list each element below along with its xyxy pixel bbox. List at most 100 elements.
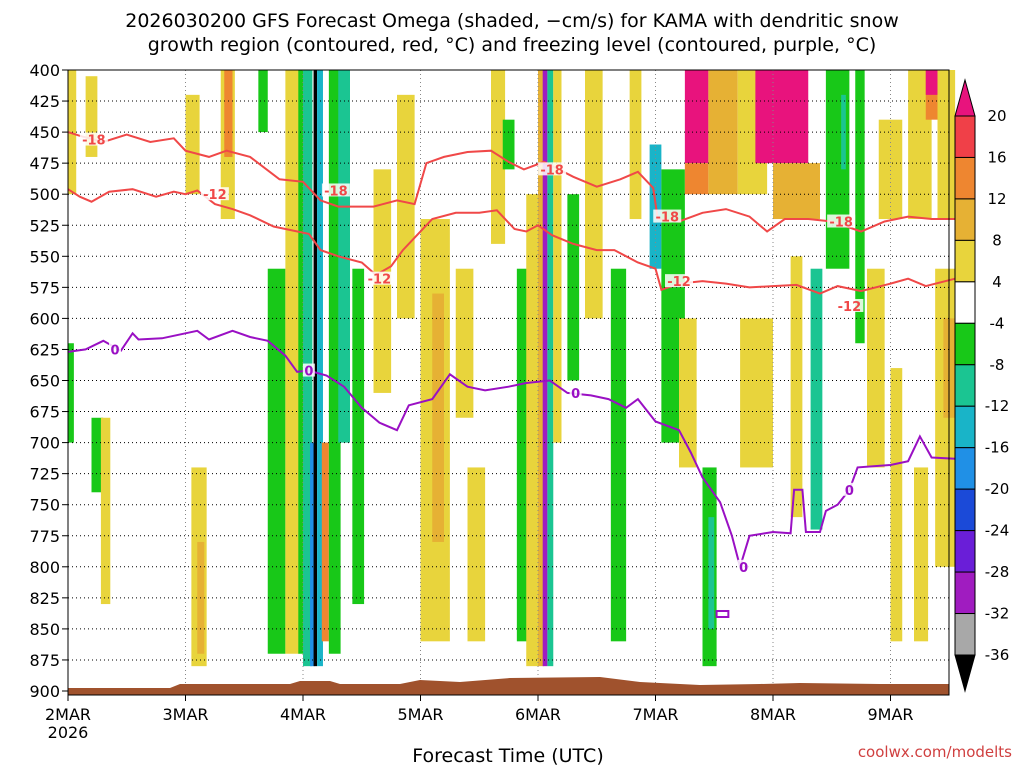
- x-tick-label: 2MAR: [45, 705, 91, 724]
- chart-title-line-1: 2026030200 GFS Forecast Omega (shaded, −…: [125, 10, 899, 32]
- y-tick-label: 525: [29, 216, 60, 235]
- colorbar-bin: [954, 239, 976, 283]
- colorbar-label: 12: [987, 190, 1006, 208]
- omega-cell-57: [867, 268, 885, 468]
- contour-label-bg: [827, 214, 856, 228]
- colorbar-label: 16: [987, 148, 1006, 166]
- omega-cell-52: [790, 256, 803, 518]
- omega-cell-49: [755, 70, 809, 164]
- omega-cell-15: [310, 442, 315, 667]
- contour-label-bg: [79, 132, 108, 146]
- colorbar-bin: [954, 405, 976, 449]
- y-tick-label: 900: [29, 682, 60, 701]
- omega-cell-55: [841, 94, 846, 170]
- omega-cell-45: [684, 70, 709, 164]
- contour-label: -12: [203, 188, 227, 203]
- colorbar-label: -20: [985, 480, 1010, 498]
- colorbar: 20 16 12 8 4 -4 -8 -12 -16 -20 -24 -28 -32 -36: [954, 78, 1010, 693]
- freezing-level-small-contour: [715, 609, 730, 618]
- omega-cell-42: [679, 318, 697, 468]
- omega-cell-33: [542, 70, 548, 667]
- omega-cell-1: [68, 343, 74, 443]
- omega-cell-51: [740, 318, 773, 468]
- y-tick-label: 650: [29, 372, 60, 391]
- y-tick-label: 575: [29, 278, 60, 297]
- contour-label-bg: [569, 385, 582, 399]
- y-tick-label: 850: [29, 620, 60, 639]
- colorbar-bottom-arrow: [954, 654, 976, 693]
- colorbar-bin: [954, 364, 976, 407]
- y-tick-label: 725: [29, 465, 60, 484]
- contour-label: -12: [667, 275, 691, 290]
- colorbar-label: -8: [990, 356, 1005, 374]
- x-tick-label: 8MAR: [750, 705, 796, 724]
- omega-cell-50: [773, 163, 820, 220]
- contour-label: -12: [368, 273, 392, 288]
- omega-cell-63: [925, 70, 938, 95]
- omega-cell-21: [352, 268, 365, 605]
- colorbar-label: 20: [987, 107, 1006, 125]
- omega-cell-30: [516, 268, 529, 642]
- y-tick-label: 625: [29, 340, 60, 359]
- contour-label: 0: [110, 343, 119, 358]
- contour-label: -18: [82, 134, 106, 149]
- colorbar-bin: [954, 281, 976, 324]
- omega-cell-34: [547, 70, 554, 667]
- y-tick-label: 400: [29, 61, 60, 80]
- y-tick-label: 450: [29, 123, 60, 142]
- omega-cell-61: [914, 467, 929, 642]
- y-tick-label: 825: [29, 589, 60, 608]
- omega-cell-37: [585, 70, 603, 319]
- contour-label: 0: [571, 387, 580, 402]
- omega-cell-46: [684, 163, 709, 195]
- dotted-grid: [68, 70, 949, 691]
- x-tick-label: 5MAR: [397, 705, 443, 724]
- contour-label-bg: [538, 162, 567, 176]
- contour-label: -18: [540, 163, 564, 178]
- x-tick-label: 6MAR: [515, 705, 561, 724]
- y-tick-label: 800: [29, 558, 60, 577]
- y-axis: 400 425 450 475 500 525 550 575 600 625 650 675 700 7…: [29, 61, 68, 701]
- x-tick-sublabel: 2026: [48, 723, 89, 742]
- omega-cell-18: [321, 442, 329, 642]
- contour-label-bg: [109, 342, 121, 356]
- x-tick-label: 4MAR: [280, 705, 326, 724]
- colorbar-label: -32: [985, 605, 1010, 623]
- colorbar-label: -36: [985, 646, 1010, 664]
- contour-label-bg: [843, 482, 856, 496]
- contour-line-2: [67, 329, 956, 571]
- omega-cell-7: [185, 94, 200, 195]
- omega-cell-2: [85, 76, 98, 157]
- y-tick-label: 675: [29, 403, 60, 422]
- omega-cell-11: [267, 268, 286, 654]
- colorbar-bin: [954, 322, 976, 366]
- y-tick-label: 425: [29, 92, 60, 111]
- omega-cell-29: [502, 119, 515, 170]
- omega-cell-26: [455, 268, 474, 418]
- contour-label: -18: [829, 216, 853, 231]
- contour-label-bg: [653, 209, 682, 223]
- colorbar-bin: [954, 156, 976, 200]
- y-tick-label: 600: [29, 309, 60, 328]
- omega-cell-10: [258, 70, 268, 133]
- contour-label-bg: [321, 183, 350, 197]
- colorbar-label: -4: [990, 314, 1005, 332]
- contour-label: -12: [838, 300, 862, 315]
- colorbar-label: -16: [985, 439, 1010, 457]
- omega-cell-27: [467, 467, 486, 642]
- omega-cell-38: [610, 268, 627, 642]
- omega-cell-3: [91, 417, 104, 493]
- contour-label-bg: [200, 187, 229, 201]
- contour-label-bg: [737, 559, 750, 573]
- colorbar-label: 8: [992, 231, 1002, 249]
- plot-frame: [67, 69, 950, 696]
- contour-label-bg: [302, 363, 315, 377]
- x-tick-label: 7MAR: [632, 705, 678, 724]
- contour-line-1: [67, 188, 956, 295]
- x-tick-label: 3MAR: [162, 705, 208, 724]
- colorbar-bin: [954, 447, 976, 490]
- contour-label: 0: [739, 561, 748, 576]
- colorbar-bin: [954, 613, 976, 656]
